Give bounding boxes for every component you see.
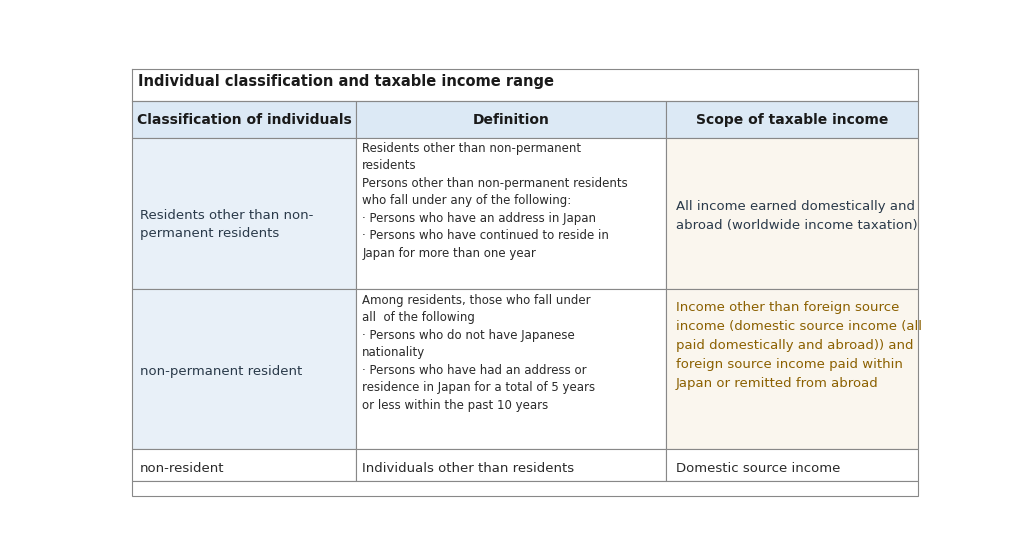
Text: Scope of taxable income: Scope of taxable income xyxy=(695,113,888,127)
Bar xyxy=(132,449,356,481)
Text: Classification of individuals: Classification of individuals xyxy=(136,113,351,127)
Bar xyxy=(667,449,918,481)
Text: Definition: Definition xyxy=(473,113,550,127)
Text: Residents other than non-
permanent residents: Residents other than non- permanent resi… xyxy=(140,209,313,240)
Text: All income earned domestically and
abroad (worldwide income taxation): All income earned domestically and abroa… xyxy=(676,200,918,232)
Bar xyxy=(356,449,667,481)
Bar xyxy=(667,101,918,138)
Text: non-permanent resident: non-permanent resident xyxy=(140,365,302,378)
Bar xyxy=(132,138,356,289)
Bar xyxy=(356,138,667,289)
Bar xyxy=(132,101,356,138)
Bar xyxy=(667,138,918,289)
Bar xyxy=(356,289,667,449)
Text: Residents other than non-permanent
residents
Persons other than non-permanent re: Residents other than non-permanent resid… xyxy=(362,142,628,260)
Bar xyxy=(667,289,918,449)
Text: Domestic source income: Domestic source income xyxy=(676,462,840,475)
Text: Individual classification and taxable income range: Individual classification and taxable in… xyxy=(138,74,554,88)
Bar xyxy=(132,289,356,449)
Bar xyxy=(132,481,918,496)
Text: Among residents, those who fall under
all  of the following
· Persons who do not: Among residents, those who fall under al… xyxy=(362,293,595,412)
Text: non-resident: non-resident xyxy=(140,462,224,475)
Bar xyxy=(356,101,667,138)
Bar xyxy=(132,69,918,101)
Text: Individuals other than residents: Individuals other than residents xyxy=(362,462,574,475)
Text: Income other than foreign source
income (domestic source income (all
paid domest: Income other than foreign source income … xyxy=(676,301,922,390)
